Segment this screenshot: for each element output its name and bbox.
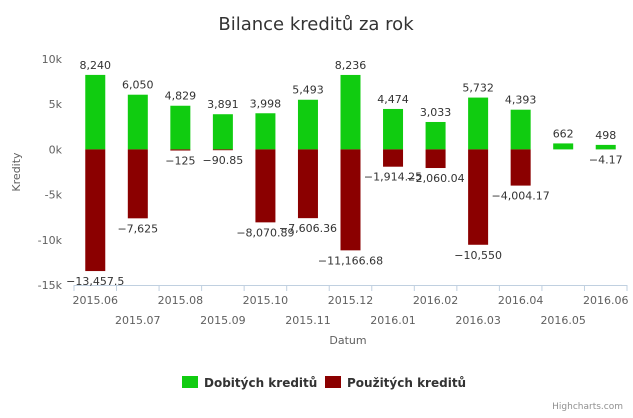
data-label: −2,060.04 bbox=[406, 172, 464, 185]
x-tick-label: 2015.08 bbox=[158, 294, 204, 307]
legend-item-dobitych[interactable]: Dobitých kreditů bbox=[204, 376, 317, 390]
bar-pouzitych bbox=[127, 149, 148, 219]
data-label: 498 bbox=[595, 129, 616, 142]
bar-dobitych bbox=[297, 99, 318, 150]
bar-pouzitych bbox=[255, 149, 276, 223]
bar-dobitych bbox=[468, 97, 489, 150]
data-label: 5,493 bbox=[292, 84, 324, 97]
data-label: −10,550 bbox=[454, 249, 502, 262]
data-label: −4.17 bbox=[589, 153, 623, 166]
x-tick-label: 2015.11 bbox=[285, 314, 331, 327]
data-label: −125 bbox=[165, 155, 195, 168]
bar-dobitych bbox=[212, 114, 233, 150]
data-label: −11,166.68 bbox=[318, 254, 383, 267]
bar-pouzitych bbox=[383, 149, 404, 167]
data-label: 4,474 bbox=[377, 93, 409, 106]
data-label: 3,891 bbox=[207, 98, 239, 111]
data-label: 8,236 bbox=[335, 59, 367, 72]
bar-dobitych bbox=[85, 74, 106, 150]
credits-link[interactable]: Highcharts.com bbox=[552, 402, 623, 412]
data-label: 662 bbox=[553, 127, 574, 140]
bar-dobitych bbox=[510, 109, 531, 150]
x-tick-label: 2016.04 bbox=[498, 294, 544, 307]
bar-dobitych bbox=[425, 121, 446, 150]
x-tick-label: 2015.07 bbox=[115, 314, 161, 327]
x-tick-label: 2016.03 bbox=[455, 314, 501, 327]
bar-pouzitych bbox=[468, 149, 489, 245]
x-tick-label: 2016.05 bbox=[540, 314, 586, 327]
bar-dobitych bbox=[383, 108, 404, 150]
bar-dobitych bbox=[127, 94, 148, 150]
x-tick-label: 2016.01 bbox=[370, 314, 416, 327]
x-tick-label: 2016.02 bbox=[413, 294, 459, 307]
data-label: 3,998 bbox=[250, 97, 282, 110]
y-tick-label: -5k bbox=[45, 189, 63, 202]
data-label: −8,070.89 bbox=[236, 226, 294, 239]
y-tick-label: 0k bbox=[49, 143, 63, 156]
y-tick-label: -10k bbox=[38, 234, 63, 247]
data-label: 5,732 bbox=[462, 82, 494, 95]
bar-dobitych bbox=[255, 113, 276, 150]
bar-dobitych bbox=[595, 144, 616, 150]
x-tick-label: 2015.09 bbox=[200, 314, 246, 327]
bar-pouzitych bbox=[425, 149, 446, 169]
y-axis-title: Kredity bbox=[10, 152, 23, 192]
x-tick-label: 2015.06 bbox=[73, 294, 119, 307]
data-label: 6,050 bbox=[122, 79, 154, 92]
bar-pouzitych bbox=[170, 149, 191, 151]
bars bbox=[85, 74, 616, 272]
data-labels: 8,240 6,050 4,829 3,891 3,998 5,493 8,236 4,474… bbox=[66, 59, 622, 288]
x-tick-label: 2016.06 bbox=[583, 294, 629, 307]
y-tick-label: 10k bbox=[42, 53, 63, 66]
bar-pouzitych bbox=[297, 149, 318, 219]
y-tick-label: -15k bbox=[38, 279, 63, 292]
x-tick-label: 2015.12 bbox=[328, 294, 374, 307]
data-label: −90.85 bbox=[203, 154, 244, 167]
data-label: −13,457.5 bbox=[66, 275, 124, 288]
data-label: −1,914.25 bbox=[364, 171, 422, 184]
legend: Dobitých kreditů Použitých kreditů bbox=[182, 376, 466, 390]
x-axis: 2015.06 2015.07 2015.08 2015.09 2015.10 2015.… bbox=[73, 285, 629, 327]
data-label: 8,240 bbox=[80, 59, 112, 72]
legend-swatch-pouzitych bbox=[325, 376, 341, 388]
data-label: 4,393 bbox=[505, 94, 537, 107]
bar-pouzitych bbox=[510, 149, 531, 186]
legend-item-pouzitych[interactable]: Použitých kreditů bbox=[347, 376, 466, 390]
y-axis: 10k 5k 0k -5k -10k -15k bbox=[38, 53, 63, 292]
y-tick-label: 5k bbox=[49, 98, 63, 111]
data-label: −4,004.17 bbox=[492, 190, 550, 203]
data-label: 3,033 bbox=[420, 106, 452, 119]
data-label: −7,606.36 bbox=[279, 222, 337, 235]
bar-dobitych bbox=[553, 143, 574, 150]
legend-swatch-dobitych bbox=[182, 376, 198, 388]
bar-pouzitych bbox=[85, 149, 106, 272]
chart-title: Bilance kreditů za rok bbox=[218, 14, 414, 35]
data-label: −7,625 bbox=[117, 222, 158, 235]
x-axis-title: Datum bbox=[329, 334, 366, 347]
bar-pouzitych bbox=[212, 149, 233, 151]
bar-dobitych bbox=[170, 105, 191, 150]
data-label: 4,829 bbox=[165, 90, 197, 103]
x-tick-label: 2015.10 bbox=[243, 294, 289, 307]
bar-pouzitych bbox=[340, 149, 361, 251]
bar-dobitych bbox=[340, 74, 361, 150]
